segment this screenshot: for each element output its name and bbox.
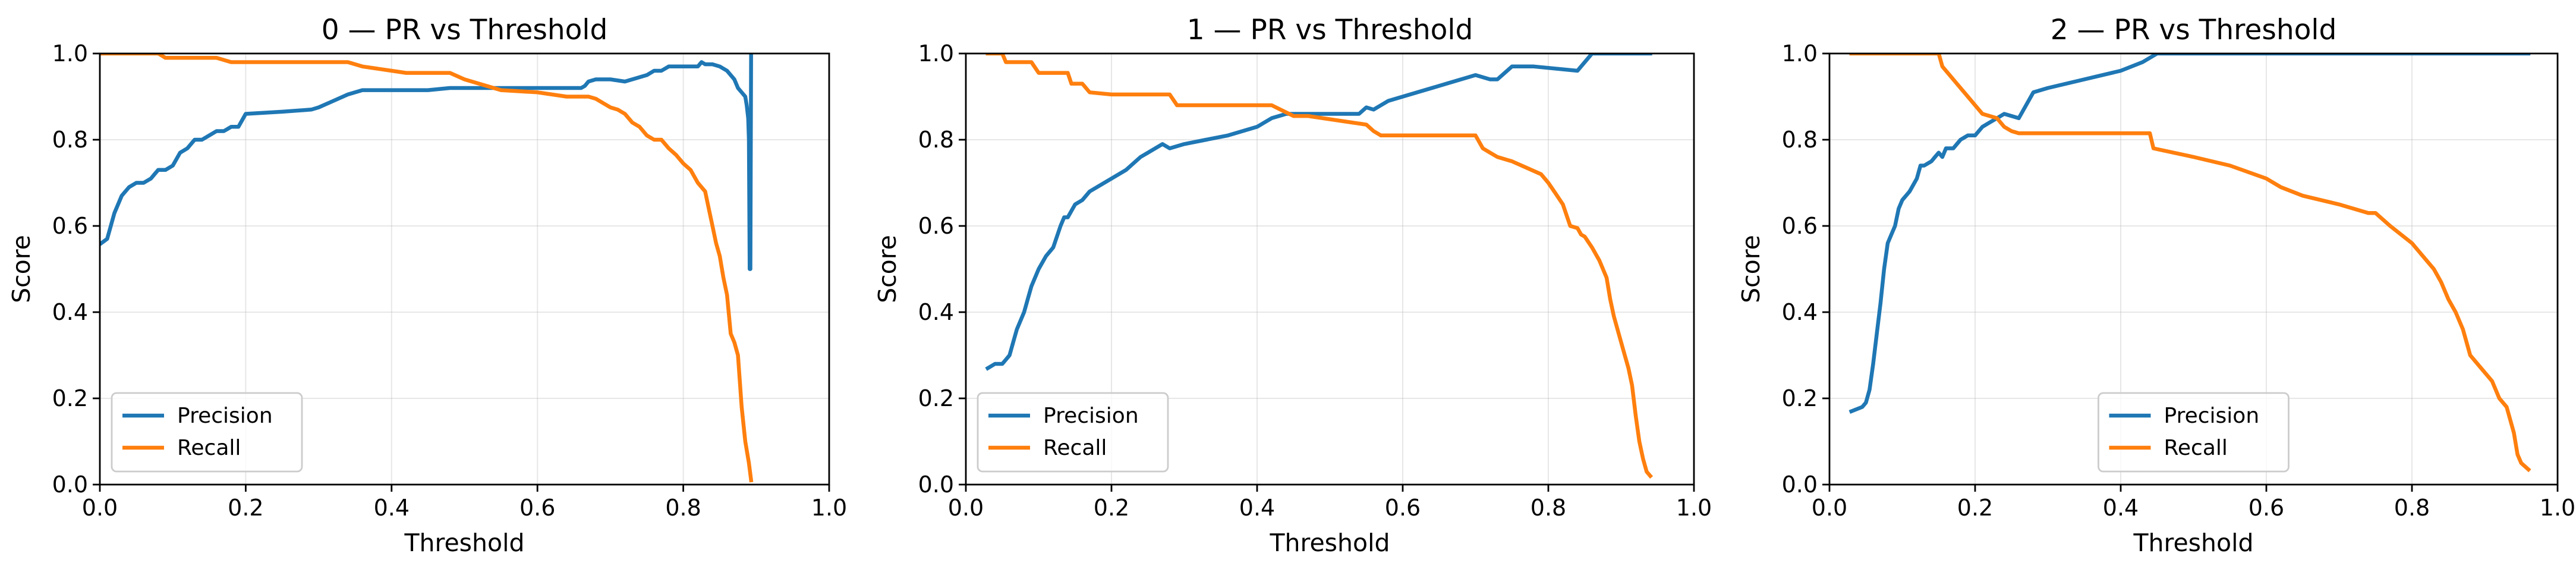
x-tick-label: 0.4 bbox=[374, 495, 410, 521]
y-tick-label: 0.0 bbox=[52, 471, 88, 498]
recall-line bbox=[100, 54, 754, 483]
y-tick-label: 1.0 bbox=[52, 40, 88, 67]
y-tick-label: 0.2 bbox=[1782, 385, 1818, 411]
precision-line bbox=[985, 54, 1652, 371]
y-axis-label: Score bbox=[873, 235, 902, 303]
legend: Precision Recall bbox=[111, 392, 303, 473]
x-axis-label: Threshold bbox=[2133, 529, 2253, 557]
x-tick-label: 0.2 bbox=[1957, 495, 1993, 521]
x-tick-label: 0.4 bbox=[1239, 495, 1275, 521]
x-tick-label: 1.0 bbox=[2540, 495, 2575, 521]
precision-legend-label: Precision bbox=[177, 404, 273, 428]
y-tick-label: 1.0 bbox=[1782, 40, 1818, 67]
x-tick-label: 0.8 bbox=[665, 495, 701, 521]
y-tick-label: 0.6 bbox=[1782, 213, 1818, 239]
x-tick-label: 0.0 bbox=[82, 495, 118, 521]
y-tick-label: 0.8 bbox=[52, 127, 88, 153]
recall-legend-label: Recall bbox=[2164, 436, 2228, 460]
precision-line bbox=[100, 54, 753, 271]
legend-box bbox=[111, 392, 303, 473]
chart-title: 1 — PR vs Threshold bbox=[1187, 14, 1473, 46]
recall-legend-label: Recall bbox=[177, 436, 241, 460]
x-tick-label: 0.6 bbox=[2249, 495, 2284, 521]
legend: Precision Recall bbox=[977, 392, 1169, 473]
recall-line bbox=[1849, 54, 2531, 473]
x-tick-label: 0.2 bbox=[1094, 495, 1129, 521]
x-tick-label: 0.0 bbox=[1812, 495, 1847, 521]
x-tick-label: 0.4 bbox=[2103, 495, 2139, 521]
chart-title: 0 — PR vs Threshold bbox=[322, 14, 608, 46]
precision-legend-label: Precision bbox=[1043, 404, 1139, 428]
y-tick-label: 0.8 bbox=[918, 127, 954, 153]
y-tick-label: 0.4 bbox=[1782, 299, 1818, 325]
y-tick-label: 1.0 bbox=[918, 40, 954, 67]
y-tick-label: 0.0 bbox=[918, 471, 954, 498]
y-tick-label: 0.2 bbox=[52, 385, 88, 411]
y-tick-label: 0.2 bbox=[918, 385, 954, 411]
precision-line bbox=[1848, 54, 2531, 414]
x-tick-label: 0.8 bbox=[2394, 495, 2430, 521]
subplot-0: 0.0 0.2 0.4 0.6 0.8 1.0 0.0 0.2 0.4 0.6 0.8 1.0 0 — … bbox=[7, 14, 847, 557]
y-tick-label: 0.4 bbox=[52, 299, 88, 325]
y-axis-label: Score bbox=[7, 235, 36, 303]
subplot-1: 0.0 0.2 0.4 0.6 0.8 1.0 0.0 0.2 0.4 0.6 0.8 1.0 1 — … bbox=[873, 14, 1712, 557]
x-tick-label: 0.2 bbox=[228, 495, 263, 521]
chart-title: 2 — PR vs Threshold bbox=[2051, 14, 2337, 46]
x-tick-label: 1.0 bbox=[811, 495, 847, 521]
y-axis-label: Score bbox=[1737, 235, 1765, 303]
y-tick-label: 0.6 bbox=[918, 213, 954, 239]
y-tick-label: 0.4 bbox=[918, 299, 954, 325]
legend-box bbox=[2098, 392, 2290, 473]
x-axis-label: Threshold bbox=[404, 529, 524, 557]
y-tick-label: 0.6 bbox=[52, 213, 88, 239]
legend: Precision Recall bbox=[2098, 392, 2290, 473]
precision-legend-label: Precision bbox=[2164, 404, 2260, 428]
y-tick-label: 0.8 bbox=[1782, 127, 1818, 153]
axes-frame bbox=[1828, 52, 2559, 486]
y-tick-label: 0.0 bbox=[1782, 471, 1818, 498]
axes-frame bbox=[965, 52, 1695, 486]
legend-box bbox=[977, 392, 1169, 473]
x-axis-label: Threshold bbox=[1269, 529, 1390, 557]
axes-frame bbox=[99, 52, 830, 486]
subplot-2: 0.0 0.2 0.4 0.6 0.8 1.0 0.0 0.2 0.4 0.6 0.8 1.0 2 — … bbox=[1737, 14, 2575, 557]
x-tick-label: 0.8 bbox=[1531, 495, 1566, 521]
x-tick-label: 0.6 bbox=[1385, 495, 1421, 521]
x-tick-label: 0.6 bbox=[519, 495, 555, 521]
recall-line bbox=[985, 54, 1654, 479]
recall-legend-label: Recall bbox=[1043, 436, 1107, 460]
x-tick-label: 1.0 bbox=[1676, 495, 1712, 521]
x-tick-label: 0.0 bbox=[948, 495, 984, 521]
